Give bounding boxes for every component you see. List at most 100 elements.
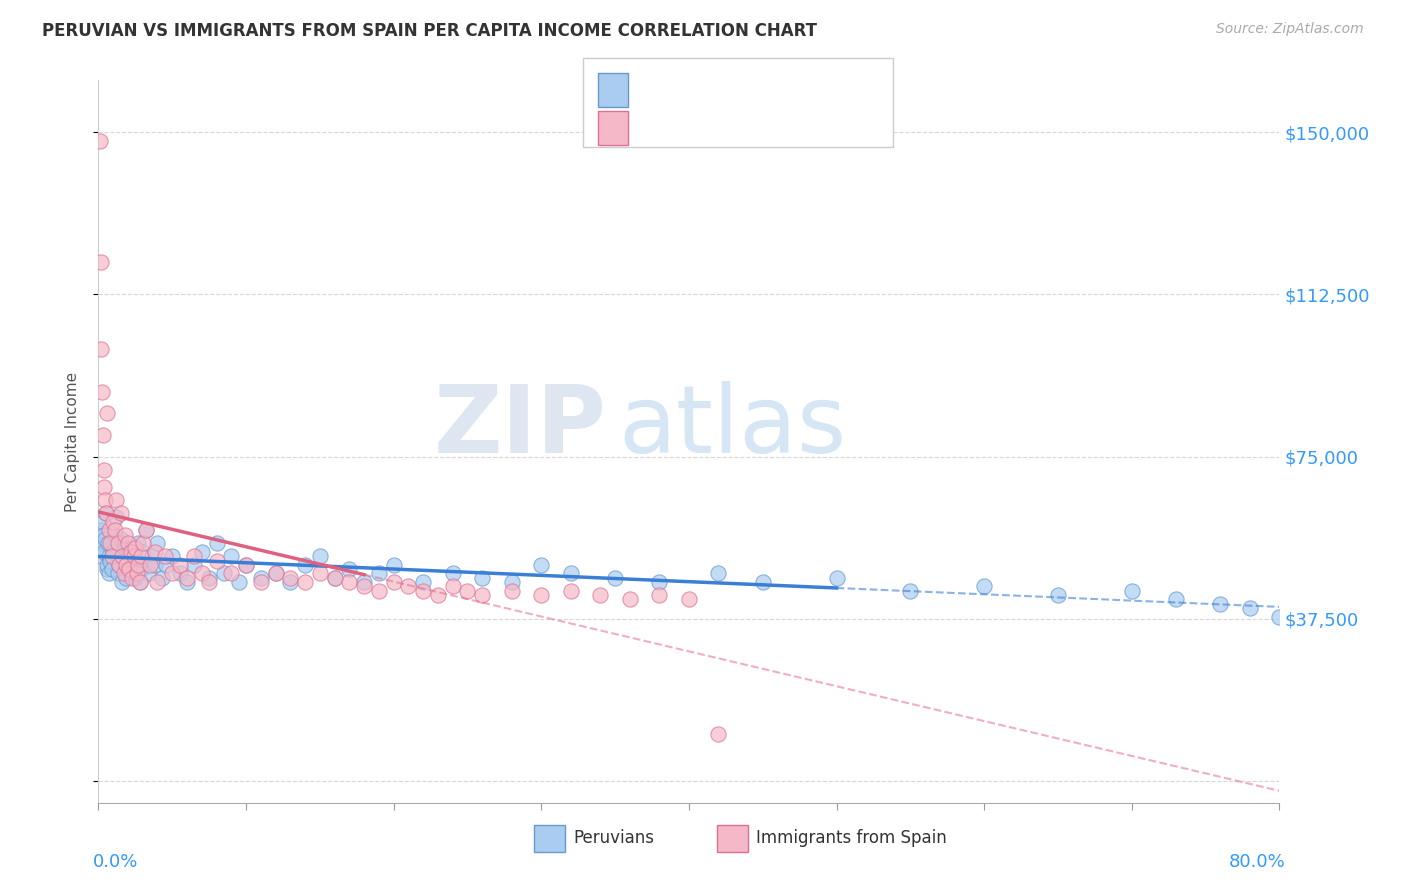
Point: [97, 523, 120, 537]
Text: 0.0%: 0.0%: [93, 854, 138, 871]
Point: [501, 575, 523, 590]
Text: -0.267: -0.267: [683, 81, 748, 99]
Point: [121, 566, 143, 581]
Point: [108, 558, 131, 572]
Point: [221, 549, 243, 564]
Point: [112, 549, 135, 564]
Point: [110, 532, 132, 546]
Point: [97, 566, 120, 581]
Point: [132, 545, 155, 559]
Point: [114, 541, 136, 555]
Y-axis label: Per Capita Income: Per Capita Income: [65, 371, 80, 512]
Point: [146, 575, 169, 590]
Point: [457, 583, 479, 598]
Point: [560, 566, 582, 581]
Point: [250, 575, 273, 590]
Point: [120, 562, 142, 576]
Point: [98, 549, 121, 564]
Point: [471, 571, 494, 585]
Point: [110, 506, 132, 520]
Point: [221, 566, 243, 581]
Point: [90, 342, 112, 356]
Point: [127, 536, 149, 550]
Point: [198, 571, 221, 585]
Point: [122, 549, 145, 564]
Point: [122, 549, 145, 564]
Point: [589, 588, 612, 602]
Point: [1047, 588, 1070, 602]
Point: [183, 549, 205, 564]
Point: [127, 558, 149, 572]
Point: [309, 549, 332, 564]
Point: [103, 545, 125, 559]
Text: N =: N =: [754, 81, 806, 99]
Text: atlas: atlas: [619, 381, 846, 473]
Point: [205, 536, 228, 550]
Text: R =: R =: [637, 81, 676, 99]
Point: [530, 588, 553, 602]
Point: [427, 588, 450, 602]
Point: [94, 506, 117, 520]
Point: [93, 463, 115, 477]
Point: [530, 558, 553, 572]
Point: [501, 583, 523, 598]
Point: [707, 726, 730, 740]
Point: [353, 579, 375, 593]
Text: PERUVIAN VS IMMIGRANTS FROM SPAIN PER CAPITA INCOME CORRELATION CHART: PERUVIAN VS IMMIGRANTS FROM SPAIN PER CA…: [42, 22, 817, 40]
Point: [212, 566, 235, 581]
Point: [129, 562, 152, 576]
Point: [648, 575, 671, 590]
Point: [100, 549, 122, 564]
Point: [228, 575, 250, 590]
Point: [104, 527, 127, 541]
Point: [825, 571, 848, 585]
Point: [111, 575, 134, 590]
Point: [91, 428, 114, 442]
Point: [90, 549, 112, 564]
Point: [97, 536, 120, 550]
Point: [339, 562, 361, 576]
Point: [105, 492, 128, 507]
Point: [441, 566, 464, 581]
Point: [155, 558, 177, 572]
Point: [146, 536, 169, 550]
Point: [112, 566, 135, 581]
Point: [176, 575, 198, 590]
Point: [107, 566, 129, 581]
Point: [115, 571, 138, 585]
Point: [120, 545, 142, 559]
Point: [94, 532, 117, 546]
Point: [752, 575, 775, 590]
Point: [150, 571, 173, 585]
Point: [382, 558, 405, 572]
Text: Peruvians: Peruvians: [574, 830, 655, 847]
Point: [96, 562, 118, 576]
Point: [96, 558, 118, 572]
Point: [139, 558, 162, 572]
Point: [678, 592, 700, 607]
Point: [294, 558, 316, 572]
Point: [398, 579, 420, 593]
Point: [135, 523, 157, 537]
Point: [93, 527, 115, 541]
Point: [471, 588, 494, 602]
Point: [118, 562, 141, 576]
Point: [309, 566, 332, 581]
Point: [125, 566, 148, 581]
Point: [128, 575, 150, 590]
Point: [143, 558, 166, 572]
Point: [264, 566, 287, 581]
Text: Source: ZipAtlas.com: Source: ZipAtlas.com: [1216, 22, 1364, 37]
Text: R =: R =: [637, 119, 676, 136]
Point: [124, 541, 146, 555]
Point: [1166, 592, 1188, 607]
Point: [264, 566, 287, 581]
Point: [125, 558, 148, 572]
Point: [96, 406, 118, 420]
Point: [1239, 601, 1261, 615]
Point: [169, 558, 191, 572]
Point: [339, 575, 361, 590]
Point: [89, 134, 111, 148]
Point: [117, 553, 139, 567]
Point: [294, 575, 316, 590]
